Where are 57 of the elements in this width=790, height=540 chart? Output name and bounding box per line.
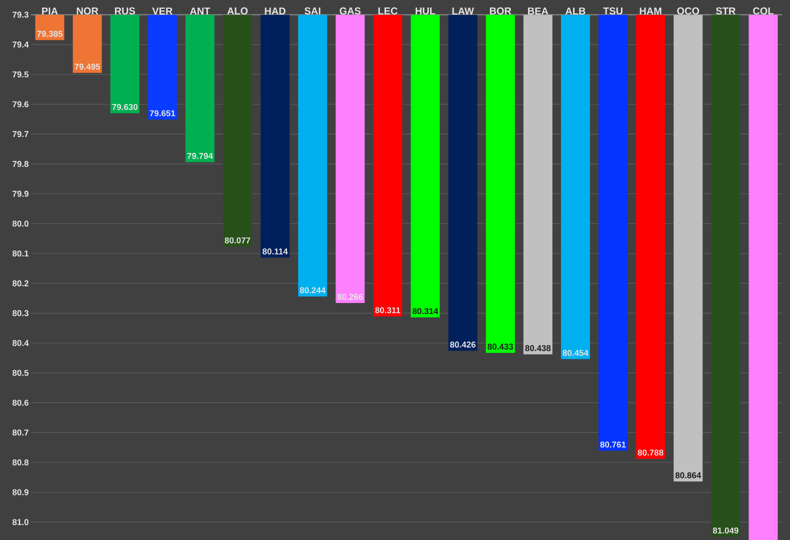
y-tick-label: 79.7 — [12, 131, 28, 138]
data-label: 81.049 — [712, 528, 738, 534]
y-tick-label: 80.1 — [12, 250, 29, 256]
y-tick-label: 80.8 — [12, 459, 29, 466]
y-tick-label: 79.8 — [12, 160, 29, 167]
x-tick-label: PIA — [42, 8, 58, 14]
data-label: 79.495 — [74, 64, 100, 70]
data-label: 80.864 — [675, 472, 702, 478]
y-tick-label: 79.9 — [12, 190, 28, 197]
y-tick-label: 81.0 — [12, 519, 28, 526]
x-tick-label: VER — [152, 8, 172, 14]
y-tick-label: 80.0 — [12, 220, 28, 227]
data-label: 80.433 — [488, 344, 514, 350]
x-tick-label: HAM — [640, 8, 662, 14]
x-tick-label: BEA — [528, 8, 548, 14]
data-label: 80.077 — [224, 237, 250, 244]
data-label: 80.454 — [562, 350, 588, 356]
x-tick-label: SAI — [304, 7, 320, 14]
y-tick-label: 80.6 — [12, 400, 28, 406]
x-tick-label: COL — [753, 7, 774, 14]
y-tick-label: 80.4 — [12, 340, 29, 346]
data-label: 80.761 — [600, 442, 626, 448]
data-label: 80.438 — [525, 345, 551, 352]
y-tick-label: 80.5 — [12, 370, 29, 376]
x-tick-label: ALB — [565, 8, 586, 14]
x-tick-label: LEC — [378, 7, 398, 14]
data-label: 79.794 — [187, 152, 213, 159]
x-tick-label: ANT — [190, 8, 210, 14]
data-label: 79.630 — [112, 104, 138, 110]
x-tick-label: LAW — [452, 8, 474, 14]
data-label: 80.266 — [337, 294, 363, 300]
y-tick-label: 80.2 — [12, 280, 28, 286]
x-tick-label: HUL — [416, 8, 436, 14]
x-tick-label: HAD — [264, 8, 286, 14]
data-label: 80.311 — [375, 307, 400, 314]
y-tick-label: 79.4 — [12, 42, 29, 48]
data-label: 80.114 — [262, 248, 288, 254]
x-tick-label: TSU — [603, 7, 622, 14]
y-tick-label: 80.3 — [12, 310, 28, 316]
x-tick-label: STR — [716, 7, 736, 14]
x-tick-label: BOR — [490, 7, 512, 14]
x-tick-label: RUS — [114, 7, 136, 14]
x-tick-label: ALO — [227, 7, 248, 14]
y-tick-label: 79.5 — [12, 71, 29, 78]
x-tick-label: GAS — [340, 7, 361, 14]
x-tick-label: OCO — [677, 7, 700, 14]
data-label: 80.788 — [638, 450, 664, 456]
data-label: 80.244 — [300, 287, 326, 294]
y-tick-label: 80.9 — [12, 489, 28, 496]
y-tick-label: 79.3 — [12, 12, 28, 18]
data-label: 79.651 — [150, 110, 176, 116]
data-label: 79.385 — [37, 30, 63, 37]
x-tick-label: NOR — [76, 7, 98, 14]
data-label: 80.426 — [450, 342, 476, 348]
y-tick-label: 80.7 — [12, 430, 28, 436]
y-tick-label: 79.6 — [12, 101, 28, 108]
data-label: 80.314 — [412, 308, 438, 314]
